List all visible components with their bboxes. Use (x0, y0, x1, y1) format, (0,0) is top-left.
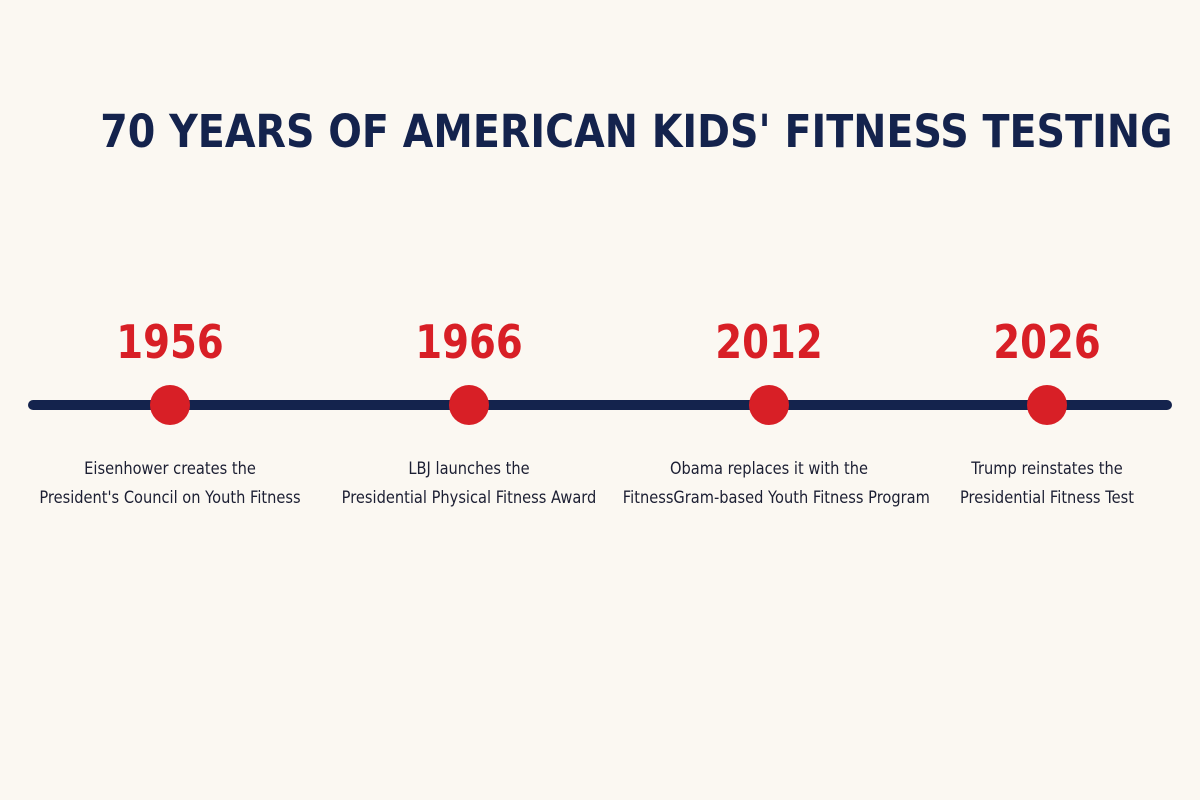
event-description-line-1: Eisenhower creates the (84, 459, 256, 479)
event-description-line-2: FitnessGram-based Youth Fitness Program (622, 488, 930, 508)
timeline-marker (1027, 385, 1067, 425)
timeline-marker (749, 385, 789, 425)
event-year: 2012 (715, 315, 823, 369)
event-year: 1966 (415, 315, 523, 369)
event-description-line-2: Presidential Fitness Test (959, 488, 1134, 508)
timeline-marker (150, 385, 190, 425)
event-description: LBJ launches the Presidential Physical F… (323, 455, 615, 513)
timeline-marker (449, 385, 489, 425)
event-description: Obama replaces it with the FitnessGram-b… (622, 455, 930, 513)
event-description-line-1: Obama replaces it with the (670, 459, 868, 479)
page-title: 70 YEARS OF AMERICAN KIDS' FITNESS TESTI… (100, 105, 1173, 158)
timeline-line (28, 400, 1172, 410)
event-description-line-1: Trump reinstates the (971, 459, 1123, 479)
event-year: 1956 (116, 315, 224, 369)
event-description-line-2: President's Council on Youth Fitness (39, 488, 301, 508)
event-description: Trump reinstates the Presidential Fitnes… (901, 455, 1193, 513)
event-description: Eisenhower creates the President's Counc… (24, 455, 316, 513)
event-description-line-1: LBJ launches the (408, 459, 530, 479)
event-year: 2026 (993, 315, 1101, 369)
event-description-line-2: Presidential Physical Fitness Award (341, 488, 597, 508)
